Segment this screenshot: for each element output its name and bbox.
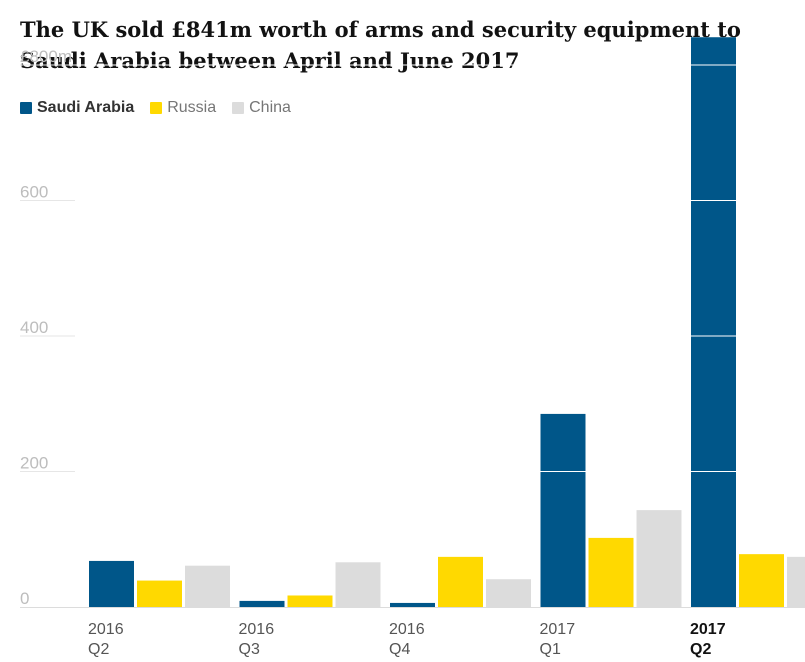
legend-item-china: China xyxy=(232,99,291,117)
y-tick-label: 200 xyxy=(20,454,48,473)
bar-russia xyxy=(438,556,483,607)
legend: Saudi Arabia Russia China xyxy=(20,99,291,117)
legend-swatch-china xyxy=(232,102,245,114)
legend-item-russia: Russia xyxy=(150,99,216,117)
y-tick-label: £800m xyxy=(20,47,72,66)
bar-china xyxy=(787,556,805,607)
x-tick-label-year: 2016 xyxy=(88,621,124,638)
bar-saudi-arabia xyxy=(540,413,586,607)
chart-title: The UK sold £841m worth of arms and secu… xyxy=(20,17,741,73)
bar-china xyxy=(486,579,531,607)
x-tick-label-year: 2016 xyxy=(389,621,425,638)
x-tick-label-year: 2017 xyxy=(690,621,726,638)
y-tick-label: 600 xyxy=(20,183,48,202)
bar-saudi-arabia xyxy=(89,560,134,607)
bar-china xyxy=(636,510,682,607)
bar-china xyxy=(185,565,230,607)
legend-swatch-russia xyxy=(150,102,163,114)
y-tick-label: 400 xyxy=(20,318,48,337)
legend-swatch-saudi-arabia xyxy=(20,102,32,114)
bar-saudi-arabia xyxy=(239,600,285,607)
y-tick-label: 0 xyxy=(20,589,29,608)
bar-saudi-arabia xyxy=(691,37,736,608)
x-tick-label-quarter: Q2 xyxy=(690,641,711,658)
bar-russia xyxy=(588,537,634,607)
x-tick-label-year: 2016 xyxy=(239,621,275,638)
x-tick-label-quarter: Q2 xyxy=(88,641,109,658)
x-tick-label-quarter: Q4 xyxy=(389,641,410,658)
bar-saudi-arabia xyxy=(390,602,435,607)
bar-russia xyxy=(137,580,182,607)
legend-item-saudi-arabia: Saudi Arabia xyxy=(20,99,134,117)
bar-russia xyxy=(739,554,784,607)
bar-russia xyxy=(287,595,333,607)
bar-china xyxy=(335,562,381,607)
x-tick-label-year: 2017 xyxy=(540,621,576,638)
legend-label-russia: Russia xyxy=(167,99,217,116)
legend-label-saudi-arabia: Saudi Arabia xyxy=(37,99,135,116)
bars xyxy=(89,37,805,608)
legend-label-china: China xyxy=(249,99,291,116)
x-tick-label-quarter: Q1 xyxy=(540,641,561,658)
x-tick-label-quarter: Q3 xyxy=(239,641,260,658)
